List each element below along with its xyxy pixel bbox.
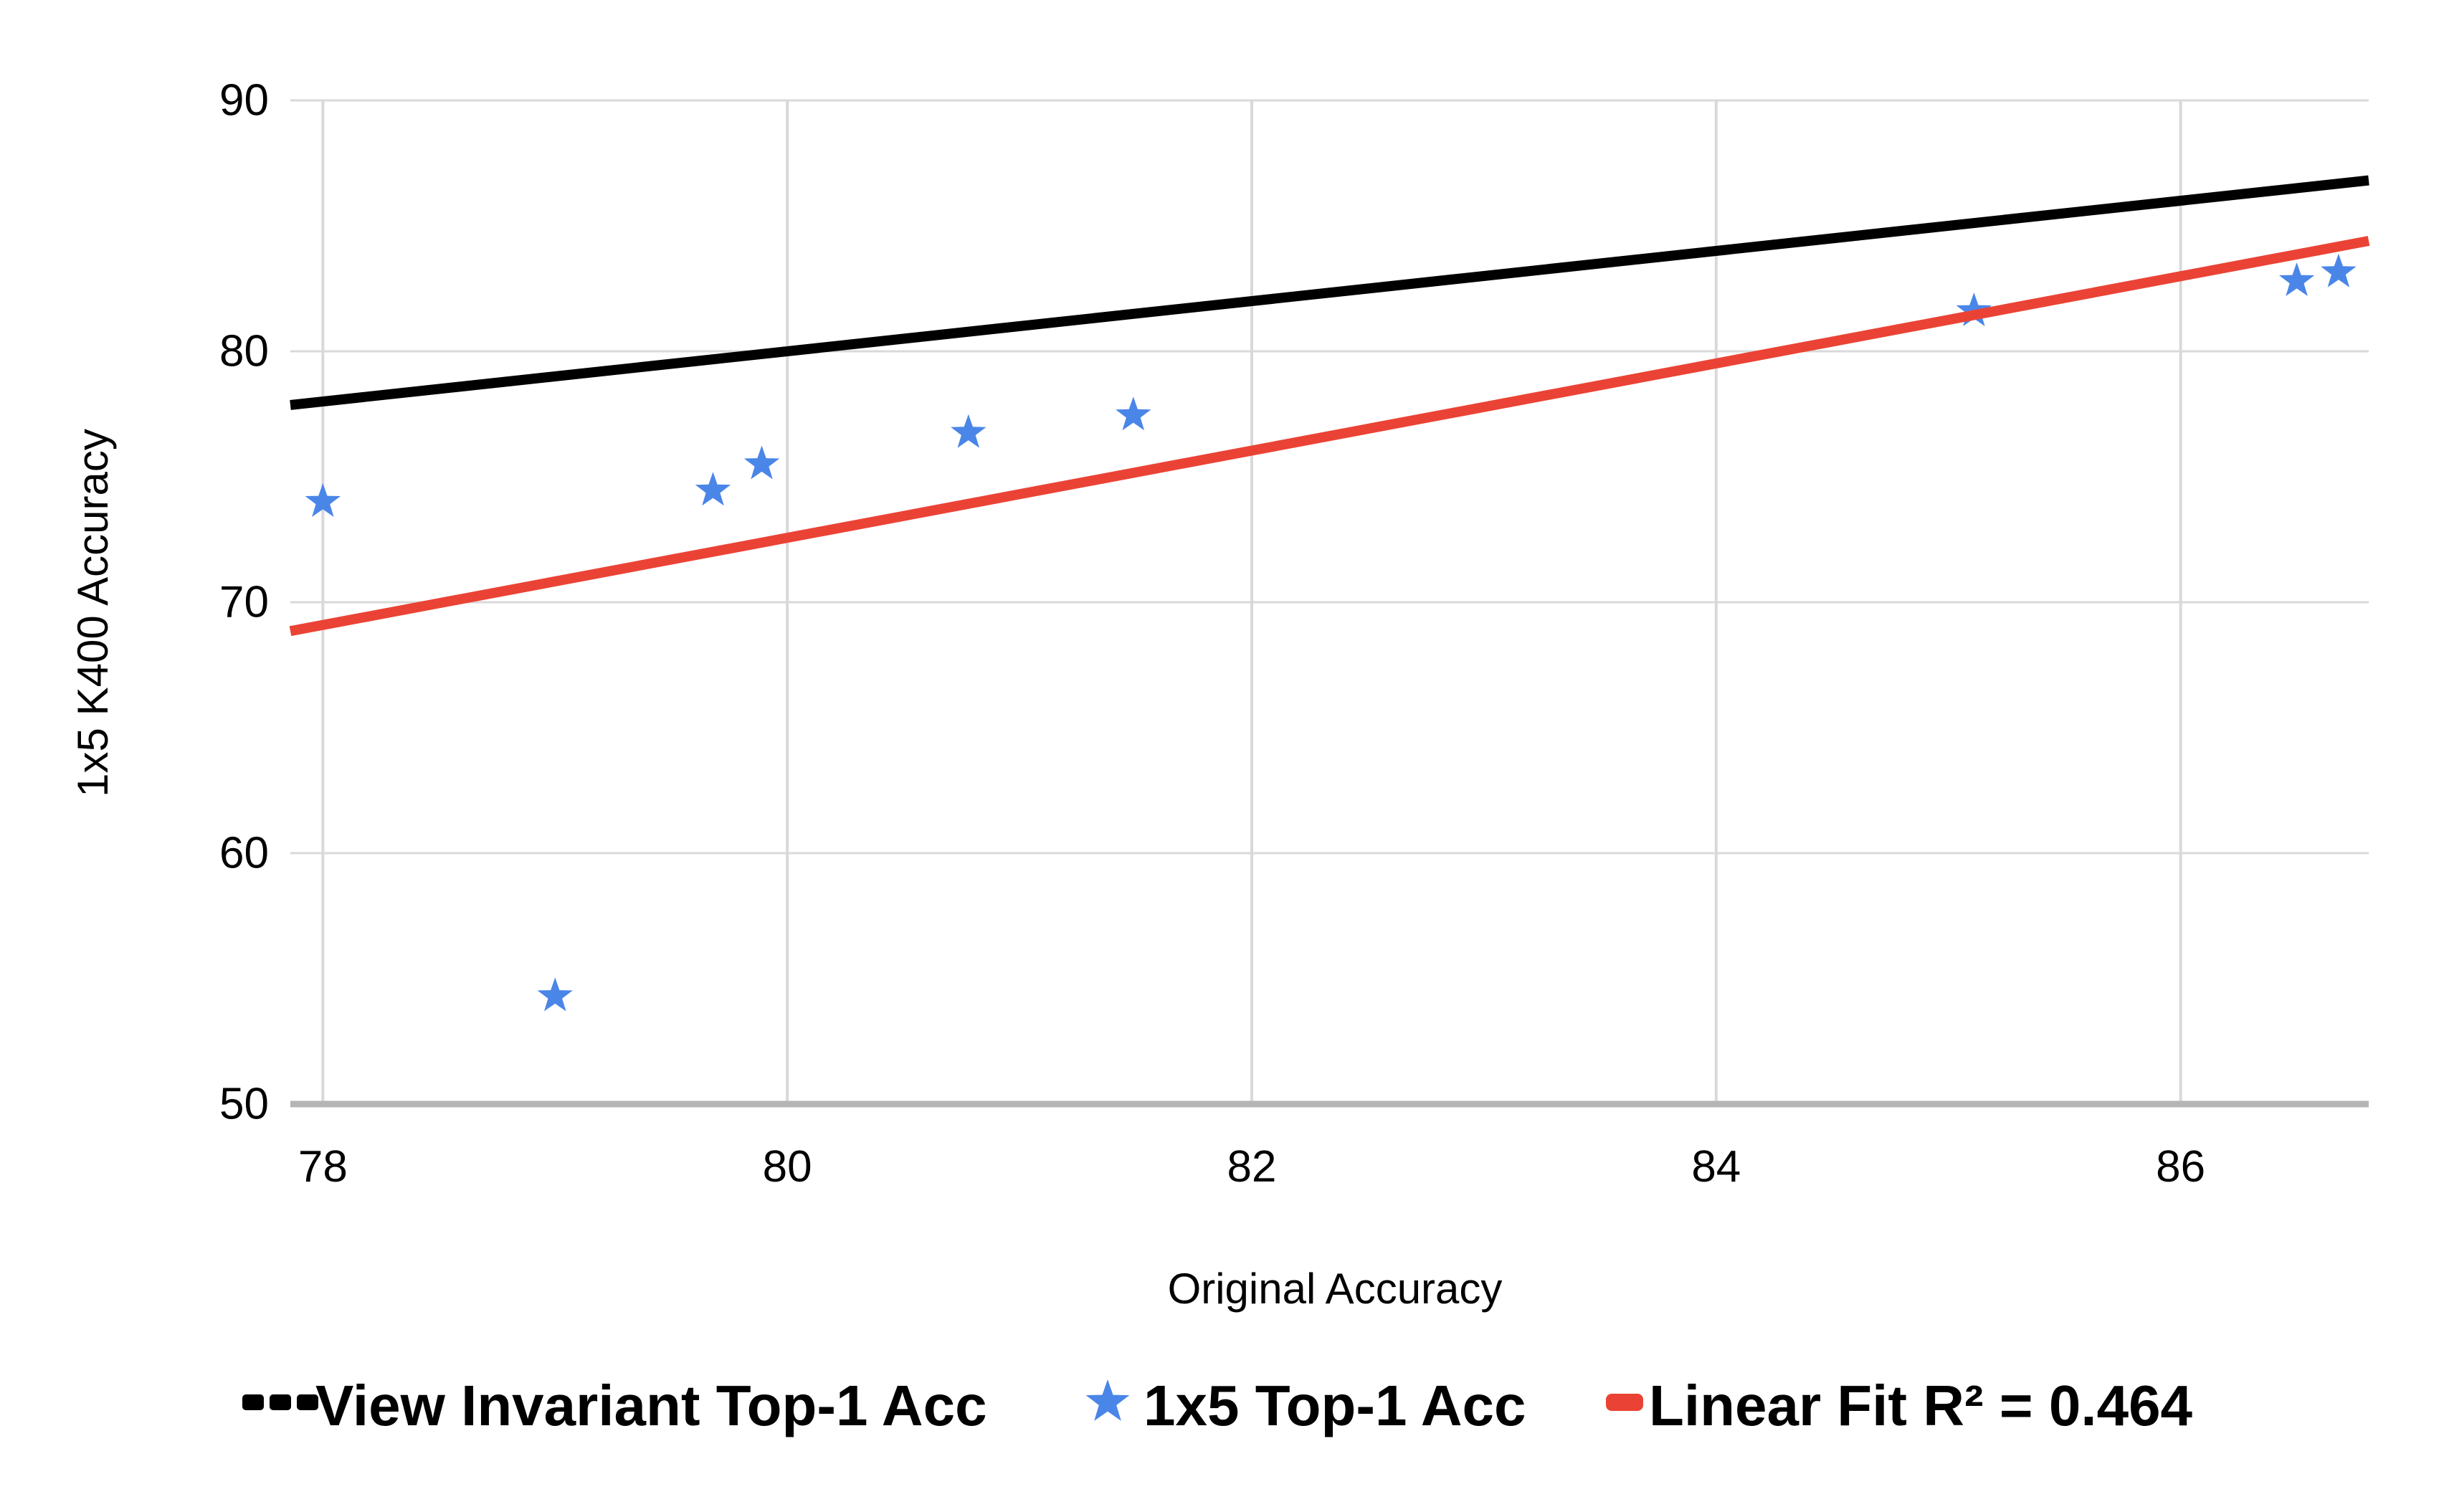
tick-labels-group: 50 60 70 80 90 78 80 82 84 86 <box>219 76 2205 1192</box>
y-tick-label-70: 70 <box>219 578 269 627</box>
legend-dash-marker-icon <box>270 1394 291 1410</box>
legend-label-1: 1x5 Top-1 Acc <box>1143 1374 1526 1437</box>
series-line-2 <box>289 236 2370 637</box>
data-point-star-4 <box>951 414 986 448</box>
data-point-star-5 <box>1116 396 1151 431</box>
x-tick-label-82: 82 <box>1227 1142 1277 1192</box>
x-tick-label-80: 80 <box>763 1142 812 1192</box>
x-tick-label-86: 86 <box>2156 1142 2205 1192</box>
y-tick-label-90: 90 <box>219 76 269 125</box>
x-tick-label-78: 78 <box>298 1142 348 1192</box>
legend-dash-marker-icon <box>297 1394 318 1410</box>
data-point-star-3 <box>743 445 780 480</box>
data-point-star-6 <box>1956 293 1992 326</box>
legend-label-2: Linear Fit R² = 0.464 <box>1649 1374 2193 1437</box>
series-group <box>289 175 2370 1012</box>
data-point-star-2 <box>695 472 731 506</box>
legend-star-marker-icon <box>1085 1379 1130 1421</box>
legend: View Invariant Top-1 Acc 1x5 Top-1 Acc Lin… <box>242 1374 2193 1437</box>
y-tick-label-50: 50 <box>219 1080 269 1129</box>
legend-dash-marker-icon <box>242 1394 264 1410</box>
legend-label-0: View Invariant Top-1 Acc <box>315 1374 987 1437</box>
data-point-star-1 <box>537 977 573 1012</box>
x-axis-title: Original Accuracy <box>1168 1265 1503 1313</box>
y-tick-label-80: 80 <box>219 327 269 376</box>
x-tick-label-84: 84 <box>1691 1142 1741 1192</box>
series-line-0 <box>290 175 2369 410</box>
legend-line-marker-icon <box>1606 1394 1643 1411</box>
gridlines-group <box>290 99 2369 1108</box>
y-tick-label-60: 60 <box>219 829 269 878</box>
data-point-star-8 <box>2321 253 2357 287</box>
data-point-star-0 <box>305 483 341 517</box>
y-axis-title: 1x5 K400 Accuracy <box>69 429 117 797</box>
data-point-star-7 <box>2278 262 2315 296</box>
